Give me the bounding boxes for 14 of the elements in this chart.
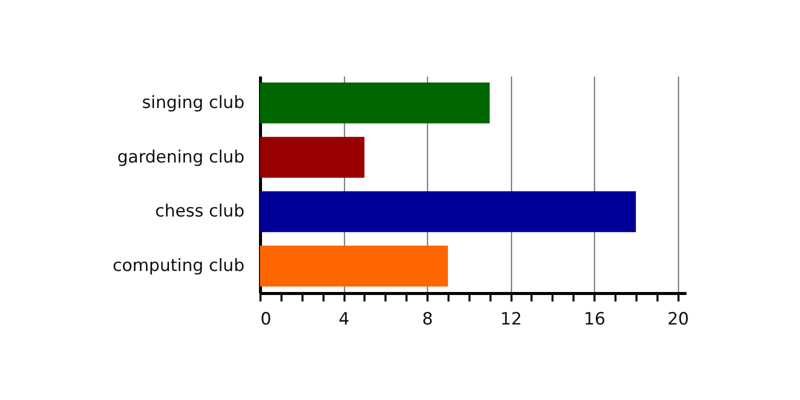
bar (260, 82, 490, 124)
bar (260, 246, 448, 286)
x-tick-label: 8 (422, 310, 433, 330)
x-tick-label: 12 (500, 310, 522, 330)
bar (260, 136, 364, 178)
x-tick-label: 4 (338, 310, 350, 330)
y-tick-label: gardening club (117, 147, 244, 168)
bar (260, 191, 636, 232)
x-tick-label: 0 (260, 310, 272, 330)
x-tick-label: 16 (584, 310, 606, 330)
y-tick-label: singing club (142, 92, 244, 113)
y-tick-label: computing club (112, 256, 244, 276)
y-tick-label: chess club (155, 202, 244, 222)
x-tick-label: 20 (667, 310, 689, 330)
